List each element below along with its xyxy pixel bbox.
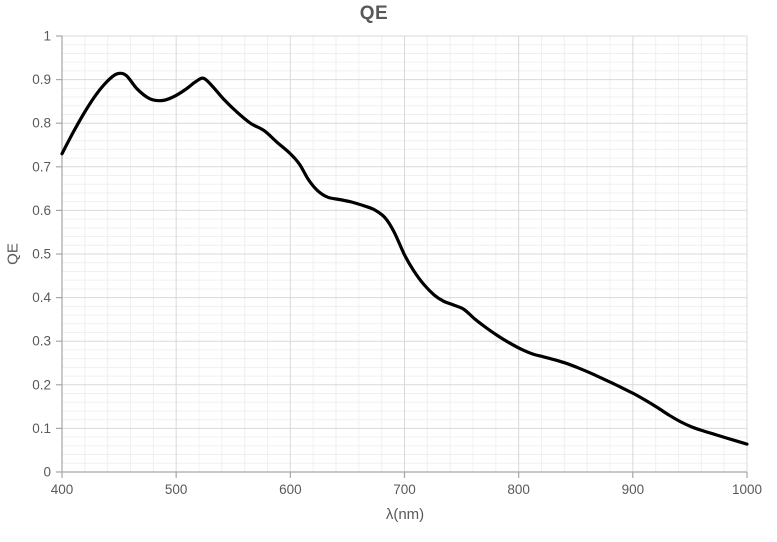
x-tick-label: 500 <box>165 482 188 497</box>
y-tick-label: 0.4 <box>32 290 51 305</box>
y-tick-label: 0.7 <box>32 159 51 174</box>
chart-title: QE <box>359 3 389 24</box>
y-tick-label: 0.2 <box>32 377 51 392</box>
y-tick-label: 0.5 <box>32 247 51 262</box>
x-tick-label: 900 <box>622 482 645 497</box>
x-tick-label: 600 <box>279 482 302 497</box>
y-tick-label: 0 <box>43 465 51 480</box>
y-tick-label: 0.3 <box>32 334 51 349</box>
y-tick-label: 0.8 <box>32 116 51 131</box>
x-tick-label: 400 <box>51 482 74 497</box>
y-axis-title-text: QE <box>4 243 22 265</box>
x-tick-label: 800 <box>507 482 530 497</box>
x-axis-title: λ(nm) <box>385 506 425 523</box>
y-tick-label: 0.1 <box>32 421 51 436</box>
x-tick-label: 700 <box>393 482 416 497</box>
y-tick-label: 0.6 <box>32 203 51 218</box>
y-tick-label: 1 <box>43 29 51 44</box>
x-tick-label: 1000 <box>732 482 762 497</box>
y-tick-label: 0.9 <box>32 72 51 87</box>
qe-curve <box>60 71 749 446</box>
